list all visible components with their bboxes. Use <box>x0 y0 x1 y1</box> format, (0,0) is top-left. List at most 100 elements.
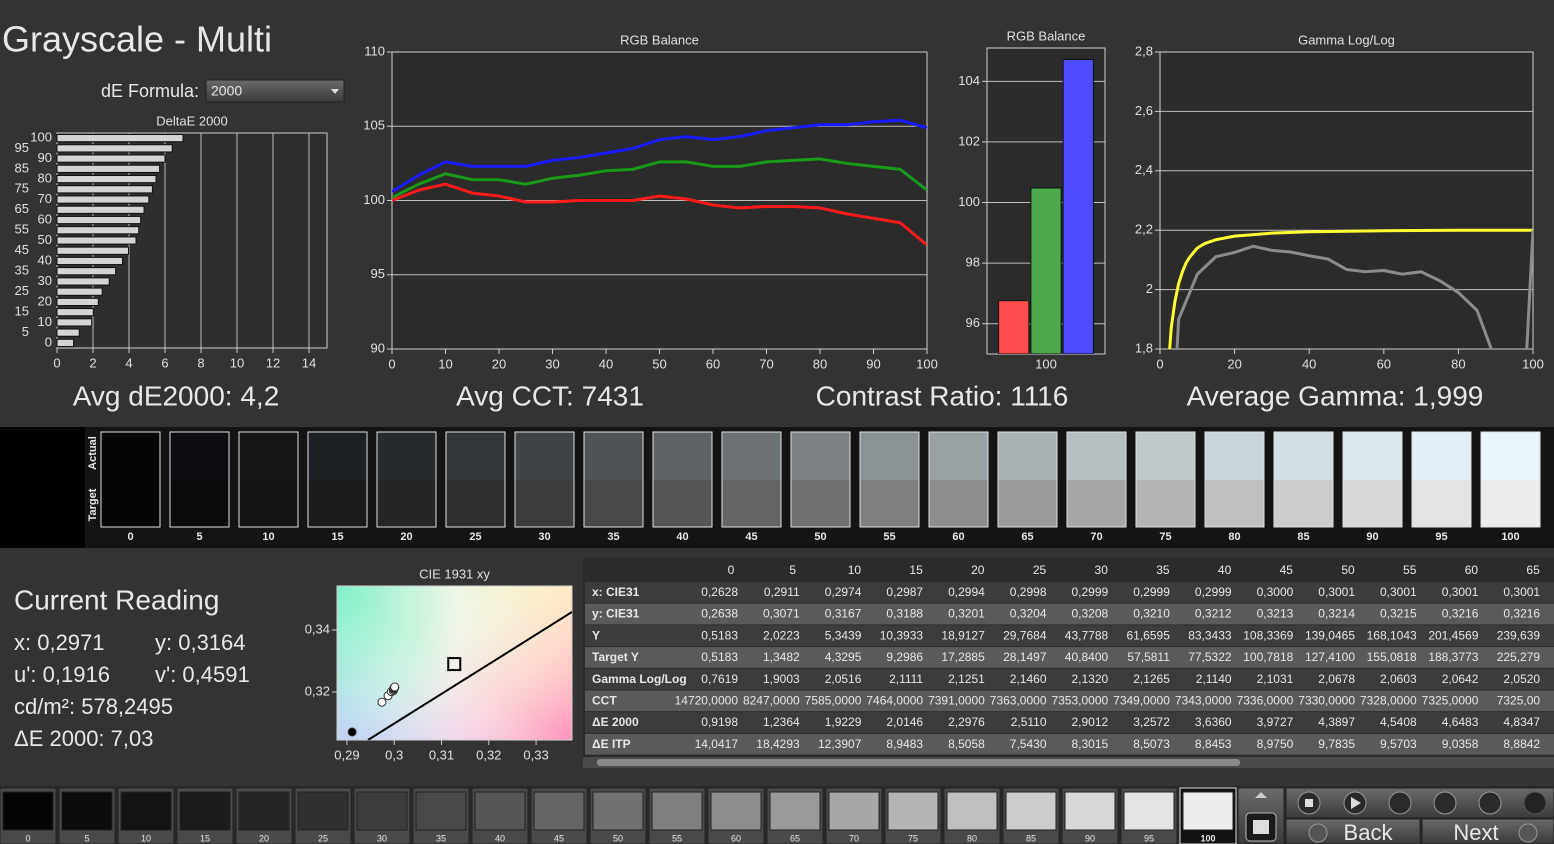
table-cell: 2,0223 <box>763 628 800 642</box>
swatch-border <box>307 431 368 528</box>
plot-frame <box>336 585 573 741</box>
patch[interactable] <box>238 791 290 831</box>
table-cell: 155,0818 <box>1367 650 1417 664</box>
x-tick-label: 70 <box>759 356 773 371</box>
refresh-button[interactable] <box>1478 791 1502 815</box>
patch[interactable] <box>474 791 526 831</box>
x-tick-label: 60 <box>1377 356 1391 371</box>
table-cell: 40,8400 <box>1065 650 1109 664</box>
table-cell: 1,2364 <box>763 715 800 729</box>
patch[interactable] <box>120 791 172 831</box>
step-button[interactable] <box>1388 791 1412 815</box>
patch[interactable] <box>887 791 939 831</box>
target-swatch <box>446 480 505 527</box>
patch-label: 10 <box>141 833 151 843</box>
next-label[interactable]: Next <box>1453 820 1498 844</box>
patch[interactable] <box>946 791 998 831</box>
patch[interactable] <box>2 791 54 831</box>
table-cell: 17,2885 <box>941 650 985 664</box>
actual-swatch <box>998 432 1057 480</box>
bar <box>56 277 110 286</box>
swatch-label: 45 <box>745 531 757 543</box>
loop-button[interactable] <box>1433 791 1457 815</box>
table-cell: 18,9127 <box>941 628 985 642</box>
dropdown-arrow[interactable] <box>331 89 339 94</box>
reading-x: x: 0,2971 <box>14 630 105 655</box>
patch[interactable] <box>533 791 585 831</box>
swatch-label: 10 <box>262 531 274 543</box>
column-header: 20 <box>971 563 985 577</box>
column-header: 25 <box>1033 563 1047 577</box>
target-swatch <box>1343 480 1402 527</box>
x-tick-label: 0 <box>388 356 395 371</box>
patch[interactable] <box>651 791 703 831</box>
patch[interactable] <box>297 791 349 831</box>
patch[interactable] <box>1123 791 1175 831</box>
table-cell: 0,3210 <box>1133 607 1170 621</box>
bar <box>56 328 80 337</box>
actual-swatch <box>1067 432 1126 480</box>
actual-swatch <box>1412 432 1471 480</box>
target-swatch <box>515 480 574 527</box>
status-button[interactable] <box>1523 791 1547 815</box>
next-icon[interactable] <box>1518 823 1538 843</box>
patch[interactable] <box>1182 791 1234 831</box>
actual-swatch <box>1136 432 1195 480</box>
table-cell: 127,4100 <box>1305 650 1355 664</box>
bar <box>56 144 173 153</box>
patch[interactable] <box>710 791 762 831</box>
patch[interactable] <box>1064 791 1116 831</box>
up-icon[interactable] <box>1255 792 1267 798</box>
patch-label: 75 <box>908 833 918 843</box>
table-cell: 7585,0000 <box>805 694 862 708</box>
swatch-label: 25 <box>469 531 481 543</box>
y-tick-label: 55 <box>15 222 29 237</box>
row-label: Y <box>592 628 600 642</box>
target-label: Target <box>87 488 99 521</box>
patch-label: 95 <box>1144 833 1154 843</box>
y-tick-label: 40 <box>38 252 52 267</box>
swatch-label: 50 <box>814 531 826 543</box>
controls: Back Next <box>1237 787 1554 844</box>
patch[interactable] <box>179 791 231 831</box>
swatch-label: 65 <box>1021 531 1033 543</box>
patch[interactable] <box>61 791 113 831</box>
patch[interactable] <box>1005 791 1057 831</box>
back-label[interactable]: Back <box>1344 820 1394 844</box>
patch-label: 80 <box>967 833 977 843</box>
swatch-border <box>1273 431 1334 528</box>
patch[interactable] <box>356 791 408 831</box>
reading-title: Current Reading <box>14 584 219 615</box>
patch-label: 5 <box>84 833 89 843</box>
table-cell: 3,2572 <box>1133 715 1170 729</box>
swatch-border <box>1480 431 1541 528</box>
swatch-label: 60 <box>952 531 964 543</box>
table-cell: 0,2999 <box>1071 585 1108 599</box>
swatch-label: 5 <box>196 531 202 543</box>
table-cell: 3,6360 <box>1195 715 1232 729</box>
swatch-label: 20 <box>400 531 412 543</box>
formula-dropdown[interactable] <box>205 79 345 103</box>
patch[interactable] <box>592 791 644 831</box>
y-tick-label: 5 <box>22 324 29 339</box>
y-tick-label: 0,34 <box>305 621 330 636</box>
column-header: 0 <box>728 563 735 577</box>
back-button[interactable] <box>1285 818 1421 844</box>
scrollbar-thumb[interactable] <box>597 759 1240 766</box>
table-cell: 0,2999 <box>1133 585 1170 599</box>
patch[interactable] <box>828 791 880 831</box>
back-icon[interactable] <box>1308 823 1328 843</box>
patch[interactable] <box>415 791 467 831</box>
actual-swatch <box>170 432 229 480</box>
actual-swatch <box>1274 432 1333 480</box>
swatch-border <box>859 431 920 528</box>
summary-gamma: Average Gamma: 1,999 <box>1187 380 1484 411</box>
table-cell: 225,279 <box>1497 650 1541 664</box>
patch[interactable] <box>769 791 821 831</box>
formula-label: dE Formula: <box>101 81 199 101</box>
table-cell: 201,4569 <box>1428 628 1478 642</box>
formula-value[interactable]: 2000 <box>211 83 242 99</box>
y-tick-label: 104 <box>958 73 980 88</box>
stop-icon[interactable] <box>1253 820 1269 834</box>
table-cell: 7330,0000 <box>1298 694 1355 708</box>
